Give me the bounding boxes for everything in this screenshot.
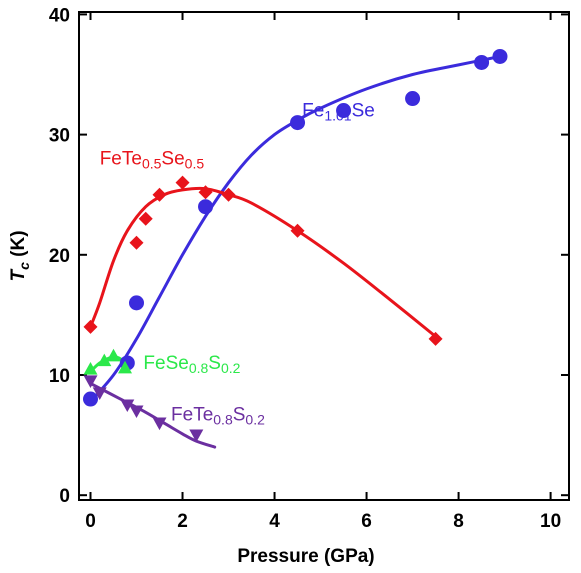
series-label-subscript: 1.01 — [324, 108, 351, 124]
series-label-text: Fe — [302, 101, 324, 122]
y-tick-label: 30 — [49, 126, 70, 147]
data-point — [83, 319, 98, 334]
series-label: FeTe0.5Se0.5 — [100, 149, 205, 172]
data-point — [83, 361, 98, 375]
x-tick-label: 4 — [269, 511, 280, 532]
fit-curves — [89, 55, 502, 449]
series-label-subscript: 0.2 — [221, 360, 241, 376]
series-label-text: FeTe — [100, 149, 142, 170]
x-tick-label: 6 — [361, 511, 372, 532]
series-label-subscript: 0.8 — [189, 360, 209, 376]
data-point — [106, 348, 121, 362]
data-point — [428, 331, 443, 346]
data-point — [175, 175, 190, 190]
plot-frame — [78, 11, 570, 501]
fit-curve — [89, 55, 502, 403]
y-tick-label: 40 — [49, 5, 70, 26]
data-point — [198, 199, 214, 215]
y-axis-title: Tc (K) — [8, 230, 32, 281]
data-point — [97, 353, 112, 367]
data-point — [336, 103, 352, 119]
data-point — [83, 391, 99, 407]
x-tick-label: 0 — [85, 511, 96, 532]
series-label-text: Se — [352, 101, 375, 122]
y-tick-label: 20 — [49, 246, 70, 267]
data-point — [405, 91, 421, 107]
series-label-text: FeTe — [171, 405, 213, 426]
data-point — [221, 187, 236, 202]
data-point — [152, 417, 167, 431]
data-point — [92, 387, 107, 401]
fit-curve — [89, 186, 438, 338]
data-point — [474, 54, 490, 70]
y-axis-title-unit: (K) — [8, 230, 29, 262]
series-labels: Fe1.01SeFeTe0.5Se0.5FeSe0.8S0.2FeTe0.8S0… — [100, 101, 375, 428]
y-axis-title-sub: c — [16, 262, 32, 270]
series-label-subscript: 0.5 — [185, 156, 205, 172]
data-point — [290, 115, 306, 131]
series-label: FeTe0.8S0.2 — [171, 405, 265, 428]
series-label-subscript: 0.5 — [142, 156, 162, 172]
data-point — [152, 187, 167, 202]
data-point — [189, 429, 204, 443]
x-axis-title: Pressure (GPa) — [237, 546, 374, 567]
series-label-subscript: 0.2 — [245, 412, 265, 428]
data-point — [129, 235, 144, 250]
data-point — [129, 295, 145, 311]
data-point — [120, 399, 135, 413]
series-label-subscript: 0.8 — [213, 412, 233, 428]
series-label: Fe1.01Se — [302, 101, 375, 124]
x-tick-label: 2 — [177, 511, 188, 532]
data-point — [138, 211, 153, 226]
axis-ticks: 0 2 4 6 8 10 0 10 20 30 40 — [49, 5, 569, 532]
series-label: FeSe0.8S0.2 — [143, 353, 240, 376]
data-point — [118, 360, 133, 374]
y-axis-title-main: T — [8, 269, 29, 282]
data-point — [129, 405, 144, 419]
data-point — [290, 223, 305, 238]
data-point — [198, 185, 213, 200]
series-label-text: S — [233, 405, 246, 426]
series-label-text: Se — [161, 149, 184, 170]
series-label-text: FeSe — [143, 353, 188, 374]
x-tick-label: 10 — [540, 511, 561, 532]
data-markers — [83, 48, 508, 443]
y-tick-label: 0 — [59, 486, 70, 507]
data-point — [492, 48, 508, 64]
data-point — [83, 375, 98, 389]
series-label-text: S — [208, 353, 221, 374]
x-tick-label: 8 — [453, 511, 464, 532]
y-tick-label: 10 — [49, 366, 70, 387]
